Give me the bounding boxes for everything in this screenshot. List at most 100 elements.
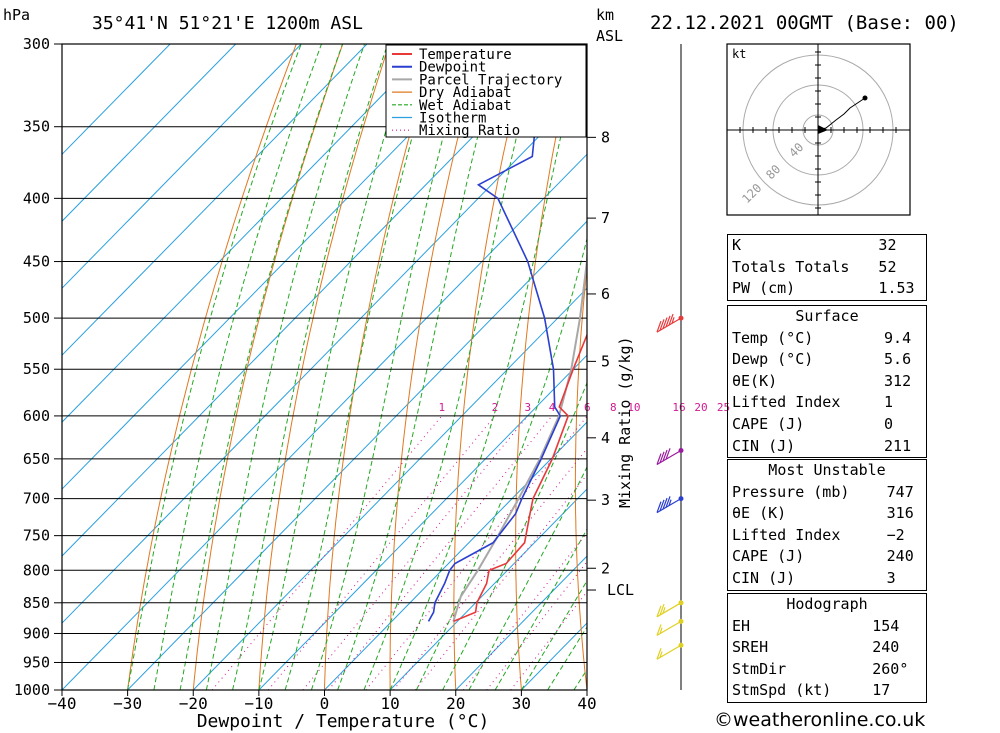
index-label: Pressure (mb) — [726, 481, 883, 504]
isotherm-line — [62, 44, 302, 289]
index-value: 52 — [874, 256, 928, 279]
most-unstable-table: Most Unstable Pressure (mb) 747 θE (K) 316 Li… — [726, 458, 927, 591]
wind-barb-half — [659, 651, 663, 658]
wind-barb-flag — [662, 449, 668, 462]
mixing-ratio-label: 2 — [492, 401, 499, 414]
wind-barb-staff — [656, 602, 682, 618]
index-value: −2 — [882, 524, 927, 547]
mixing-ratio-label: 4 — [549, 401, 556, 414]
mixing-ratio-label: 10 — [627, 401, 640, 414]
wind-barb-flag — [656, 648, 662, 660]
mixing-ratio-label: 1 — [439, 401, 446, 414]
index-value: 0 — [880, 413, 928, 436]
pressure-tick-label: 750 — [23, 527, 50, 545]
index-label: CAPE (J) — [727, 413, 881, 436]
temperature-tick-label: −40 — [48, 694, 77, 713]
pressure-tick-label: 700 — [23, 490, 50, 508]
km-tick-label: 3 — [601, 491, 610, 509]
legend-item-label: Dewpoint — [419, 60, 486, 76]
wind-barb-flag — [656, 320, 662, 333]
pressure-tick-label: 550 — [23, 360, 50, 378]
temperature-tick-label: 20 — [446, 694, 465, 713]
table-heading: Most Unstable — [727, 458, 927, 482]
index-row: Totals Totals 52 — [727, 256, 928, 279]
km-tick-label: 6 — [601, 285, 610, 303]
mixing-ratio-line — [415, 473, 587, 690]
index-row: Pressure (mb) 747 — [726, 481, 927, 504]
km-tick-label: LCL — [607, 581, 634, 599]
wet-adiabat-line — [205, 44, 365, 690]
temperature-tick-label: 10 — [380, 694, 399, 713]
wet-adiabat-line — [494, 528, 587, 690]
wind-barb-flag — [659, 451, 665, 463]
wind-barb-flag — [665, 496, 671, 508]
dry-adiabat-line — [258, 44, 390, 690]
index-row: StmDir 260° — [727, 658, 928, 681]
index-row: CAPE (J) 0 — [727, 413, 928, 436]
index-value: 316 — [882, 503, 927, 525]
pressure-tick-label: 600 — [23, 407, 50, 425]
index-row: Lifted Index −2 — [726, 524, 927, 547]
mixing-ratio-line — [393, 447, 587, 690]
wet-adiabat-line — [284, 44, 440, 690]
pressure-tick-label: 350 — [23, 118, 50, 136]
pressure-tick-label: 300 — [23, 35, 50, 53]
isotherm-line — [62, 153, 587, 690]
index-row: Dewp (°C) 5.6 — [727, 349, 928, 371]
isotherm-line — [324, 421, 587, 690]
isotherm-line — [62, 44, 499, 490]
wind-barb-half — [662, 607, 666, 614]
index-value: 1 — [880, 392, 928, 414]
index-label: StmSpd (kt) — [727, 680, 869, 703]
wet-adiabat-line — [127, 44, 302, 690]
index-value: 5.6 — [880, 349, 928, 371]
index-row: EH 154 — [727, 615, 928, 638]
dewpoint-line — [427, 46, 587, 622]
pressure-tick-label: 950 — [23, 653, 50, 671]
wind-barb-half — [671, 317, 675, 324]
hpa-unit-label: hPa — [3, 6, 30, 24]
index-label: CAPE (J) — [726, 546, 883, 568]
legend-item-label: Isotherm — [419, 111, 486, 127]
index-row: K 32 — [727, 233, 928, 257]
hodograph-trace — [817, 97, 866, 131]
hodograph-end-point — [862, 95, 868, 101]
index-value: 747 — [882, 481, 927, 504]
pressure-tick-label: 850 — [23, 594, 50, 612]
km-tick-label: 8 — [601, 128, 610, 146]
index-value: 1.53 — [874, 278, 928, 301]
location-title: 35°41'N 51°21'E 1200m ASL — [92, 13, 363, 34]
temperature-tick-label: −10 — [244, 694, 273, 713]
storm-motion-marker — [818, 125, 828, 134]
dry-adiabat-line — [515, 44, 576, 690]
wet-adiabat-line — [468, 466, 587, 690]
index-label: θE(K) — [727, 370, 881, 393]
legend-item-label: Parcel Trajectory — [419, 72, 562, 88]
hodograph-unit-label: kt — [732, 47, 746, 61]
wind-barb-flag — [665, 448, 671, 460]
temperature-tick-label: −20 — [179, 694, 208, 713]
wind-barb-flag — [662, 317, 668, 329]
legend-box — [385, 44, 587, 138]
index-row: Temp (°C) 9.4 — [727, 327, 928, 350]
index-label: Temp (°C) — [727, 327, 881, 350]
km-tick-label: 7 — [601, 209, 610, 227]
general-indices-table: K 32 Totals Totals 52 PW (cm) 1.53 — [727, 233, 928, 301]
pressure-tick-label: 400 — [23, 189, 50, 207]
wind-barb-flag — [665, 315, 671, 328]
mixing-ratio-label: 8 — [610, 401, 617, 414]
index-value: 17 — [868, 680, 928, 703]
km-tick-label: 2 — [601, 559, 610, 577]
pressure-tick-label: 650 — [23, 450, 50, 468]
km-tick-label: 4 — [601, 429, 610, 447]
wet-adiabat-line — [442, 381, 587, 690]
wind-barb-flag — [656, 624, 662, 636]
index-row: θE(K) 312 — [727, 370, 928, 393]
wind-barb-staff — [656, 450, 682, 466]
dry-adiabat-line — [947, 44, 1000, 690]
pressure-tick-label: 500 — [23, 309, 50, 327]
wind-barb-staff — [656, 317, 682, 333]
isotherm-line — [62, 44, 237, 222]
index-label: EH — [727, 615, 869, 638]
isotherm-line — [389, 488, 587, 690]
